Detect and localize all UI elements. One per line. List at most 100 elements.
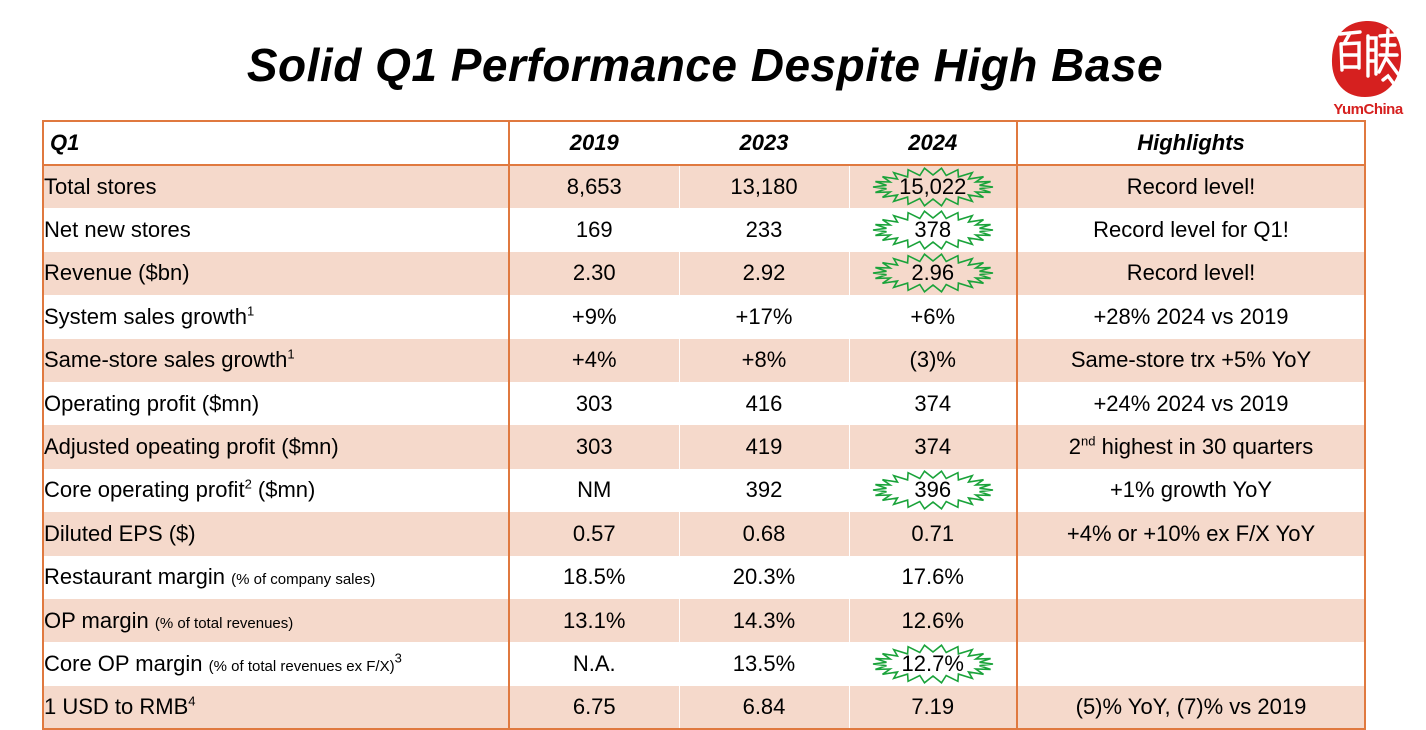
q1-performance-table: Q1 2019 2023 2024 Highlights Total store… (42, 120, 1366, 730)
value-2024: 15,022 (848, 165, 1017, 209)
row-label-text: Net new stores (44, 217, 191, 243)
header-q1: Q1 (42, 120, 509, 166)
highlight-text: Same-store trx +5% YoY (1016, 338, 1366, 382)
highlight-main: +24% 2024 vs 2019 (1093, 390, 1289, 416)
row-label: Adjusted opeating profit ($mn) (42, 425, 509, 469)
value-2024: 374 (848, 425, 1017, 469)
value-2019: 2.30 (508, 251, 679, 296)
value-2023: 6.84 (678, 685, 849, 730)
row-label-unit: $mn) (209, 390, 260, 416)
value-2023: 392 (678, 468, 849, 513)
table-row: Net new stores 169 233 378 Record level for … (42, 208, 1366, 252)
value-2019: 0.57 (508, 512, 679, 556)
row-label-note: (% of company sales) (231, 571, 376, 589)
highlight-text (1016, 555, 1366, 599)
value-2024: 7.19 (848, 685, 1017, 730)
value-2024-text: 12.7% (901, 650, 964, 676)
value-2019: +4% (508, 338, 679, 382)
value-2019: 303 (508, 425, 679, 469)
footnote-marker: 4 (188, 693, 196, 709)
value-2023: 233 (678, 208, 849, 252)
value-2019: 8,653 (508, 165, 679, 209)
table-row: Diluted EPS ($) 0.57 0.68 0.71 +4% or +10% e… (42, 512, 1366, 556)
row-label-text: System sales growth (44, 303, 247, 329)
row-label-text: Core OP margin (44, 650, 203, 676)
value-2023: +17% (678, 295, 849, 339)
footnote-marker: 2 (244, 477, 252, 493)
row-label-text: Adjusted opeating profit ( (44, 434, 289, 460)
row-label-text: Total stores (44, 174, 157, 200)
header-highlights: Highlights (1016, 120, 1366, 166)
row-label-text: Same-store sales growth (44, 347, 288, 373)
table-row: Revenue ($bn) 2.30 2.92 2.96 Record level! (42, 251, 1366, 296)
row-label: Diluted EPS ($) (42, 512, 509, 556)
footnote-marker: 3 (394, 650, 402, 666)
value-2024: 12.7% (848, 642, 1017, 686)
header-2023: 2023 (678, 120, 849, 166)
record-burst: 378 (872, 210, 993, 251)
record-burst: 12.7% (872, 644, 993, 684)
highlight-main: +28% 2024 vs 2019 (1093, 303, 1289, 329)
value-2019: 6.75 (508, 685, 679, 730)
highlight-text: 2nd highest in 30 quarters (1016, 425, 1366, 469)
row-label: Total stores (42, 165, 509, 209)
table-row: Core operating profit2 ($mn) NM 392 396 +1% … (42, 468, 1366, 513)
highlight-main: Record level! (1126, 174, 1256, 200)
record-burst: 2.96 (872, 253, 993, 294)
value-2024: 12.6% (848, 598, 1017, 643)
row-label: System sales growth1 (42, 295, 509, 339)
yumchina-logo: YumChina (1316, 14, 1420, 124)
highlight-text: Record level! (1016, 165, 1366, 209)
value-2024: 0.71 (848, 512, 1017, 556)
value-2024: 2.96 (848, 251, 1017, 296)
value-2019: N.A. (508, 642, 679, 686)
value-2024-text: 15,022 (899, 174, 967, 200)
row-label-text: Operating profit ( (44, 390, 210, 416)
row-label-text: Diluted EPS ($) (44, 520, 196, 546)
highlight-main: 2 (1068, 434, 1082, 460)
row-label-unit: $mn) (288, 434, 339, 460)
value-2023: 14.3% (678, 598, 849, 643)
row-label-text: Restaurant margin (44, 564, 225, 590)
value-2023: 0.68 (678, 512, 849, 556)
value-2019: 303 (508, 381, 679, 426)
highlight-text (1016, 642, 1366, 686)
highlight-text (1016, 598, 1366, 643)
value-2024: (3)% (848, 338, 1017, 382)
value-2023: 13.5% (678, 642, 849, 686)
value-2023: 416 (678, 381, 849, 426)
table-row: Restaurant margin (% of company sales) 18… (42, 555, 1366, 599)
value-2024: 378 (848, 208, 1017, 252)
highlight-main: Same-store trx +5% YoY (1070, 347, 1312, 373)
slide-title: Solid Q1 Performance Despite High Base (246, 39, 1164, 91)
row-label: Revenue ($bn) (42, 251, 509, 296)
highlight-main: Record level for Q1! (1093, 217, 1289, 243)
yumchina-wordmark: YumChina (1333, 101, 1403, 118)
highlight-rest: highest in 30 quarters (1095, 434, 1314, 460)
value-2024-text: 396 (914, 477, 952, 503)
row-label-text: OP margin (44, 607, 149, 633)
record-burst: 396 (872, 470, 993, 511)
row-label-note: (% of total revenues ex F/X) (208, 657, 395, 675)
row-label: OP margin (% of total revenues) (42, 598, 509, 643)
table-row: Core OP margin (% of total revenues ex F… (42, 642, 1366, 686)
value-2023: +8% (678, 338, 849, 382)
value-2023: 2.92 (678, 251, 849, 296)
row-label: Core operating profit2 ($mn) (42, 468, 509, 513)
footnote-marker: 1 (246, 303, 255, 319)
row-label-text: 1 USD to RMB (44, 693, 189, 719)
table-row: System sales growth1 +9% +17% +6% +28% 2024 … (42, 295, 1366, 339)
table-row: 1 USD to RMB4 6.75 6.84 7.19 (5)% YoY, (7)% … (42, 685, 1366, 730)
highlight-text: +28% 2024 vs 2019 (1016, 295, 1366, 339)
footnote-marker: 1 (287, 346, 295, 362)
row-label-text: Revenue ($bn) (44, 260, 190, 286)
table-row: Adjusted opeating profit ($mn) 303 419 374 2… (42, 425, 1366, 469)
table-row: OP margin (% of total revenues) 13.1% 14.3… (42, 598, 1366, 643)
highlight-text: (5)% YoY, (7)% vs 2019 (1016, 685, 1366, 730)
highlight-main: +4% or +10% ex F/X YoY (1066, 520, 1316, 546)
value-2023: 13,180 (678, 165, 849, 209)
row-label: Core OP margin (% of total revenues ex F… (42, 642, 509, 686)
header-2024: 2024 (848, 120, 1017, 166)
value-2024-text: 2.96 (911, 260, 955, 286)
highlight-main: Record level! (1126, 260, 1256, 286)
